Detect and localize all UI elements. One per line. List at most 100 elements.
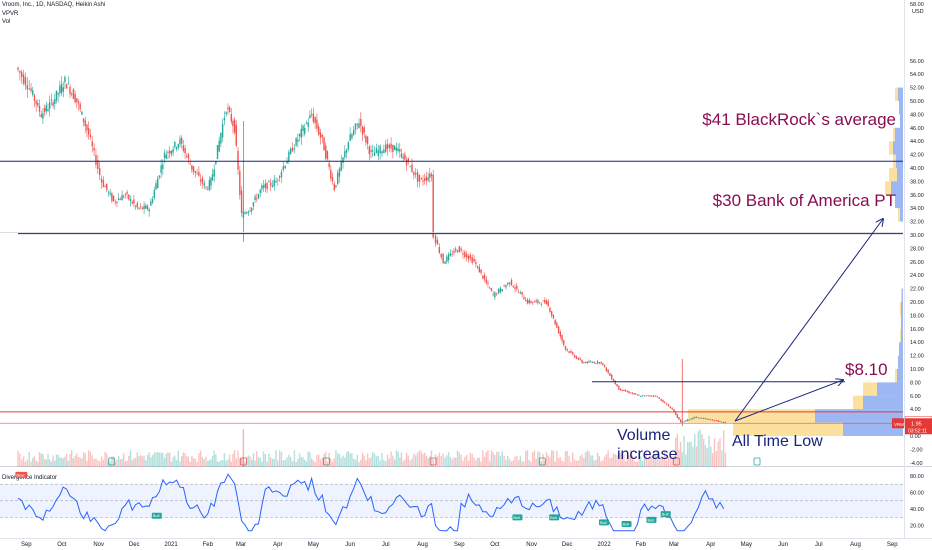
candle-body: [724, 422, 727, 423]
volume-bar: [640, 456, 642, 467]
candle-body: [158, 175, 161, 178]
candle-body: [126, 192, 128, 194]
candle-body: [321, 134, 323, 138]
vpvr-bar-up: [733, 422, 843, 436]
candle-body: [189, 163, 191, 165]
candle-body: [385, 144, 387, 152]
candle-body: [35, 100, 37, 105]
volume-bar: [532, 452, 534, 467]
volume-bar: [186, 456, 188, 467]
volume-bar: [566, 450, 568, 467]
price-tick-label: 26.00: [910, 260, 924, 266]
volume-bar: [494, 454, 496, 467]
vpvr-label[interactable]: VPVR: [2, 11, 19, 17]
vpvr-bar-up: [885, 181, 891, 195]
price-tick-label: 50.00: [910, 99, 924, 105]
vpvr-bar-up: [893, 127, 895, 142]
price-tick-label: 34.00: [910, 206, 924, 212]
volume-bar: [126, 460, 128, 467]
candle-body: [526, 299, 529, 304]
annotation-atl: All Time Low: [732, 433, 823, 450]
volume-bar: [469, 453, 472, 467]
volume-bar: [514, 456, 516, 467]
volume-bar: [312, 460, 315, 467]
candle-body: [344, 151, 346, 158]
candle-body: [640, 396, 642, 397]
volume-bar: [170, 461, 173, 467]
candle-body: [244, 212, 246, 214]
volume-bar: [616, 455, 618, 467]
volume-bar: [300, 457, 302, 467]
volume-label[interactable]: Vol: [2, 19, 11, 25]
volume-bar: [102, 459, 105, 467]
symbol-badge-text: VRM: [894, 422, 904, 427]
candle-body: [237, 150, 239, 170]
volume-bar: [203, 459, 205, 467]
candle-body: [264, 183, 267, 189]
candle-body: [246, 212, 248, 214]
candle-body: [629, 392, 632, 394]
volume-bar: [338, 453, 341, 467]
divergence-badge-text: Bull: [647, 517, 654, 522]
volume-bar: [386, 454, 389, 467]
candle-body: [220, 133, 222, 144]
time-tick-label: Mar: [669, 542, 679, 548]
annotation-blackrock: $41 BlackRock`s average: [702, 110, 896, 129]
volume-bar: [628, 454, 630, 467]
volume-bar: [344, 457, 346, 467]
price-tick-label: 28.00: [910, 246, 924, 252]
candle-body: [685, 420, 687, 422]
candle-body: [43, 108, 46, 113]
candle-body: [86, 124, 88, 131]
volume-bar: [100, 456, 103, 467]
candle-body: [420, 178, 423, 180]
candle-body: [87, 128, 90, 135]
time-tick-label: Jun: [778, 542, 788, 548]
candle-body: [402, 156, 404, 159]
volume-bar: [614, 454, 616, 467]
volume-bar: [262, 451, 265, 467]
divergence-badge-text: Bull: [623, 522, 630, 527]
rsi-indicator-label: Divergence Indicator: [2, 475, 57, 481]
candle-body: [316, 119, 318, 129]
vpvr-bar-up: [900, 328, 901, 343]
volume-bar: [210, 459, 212, 467]
candle-body: [671, 407, 673, 410]
candle-body: [157, 178, 159, 189]
volume-bar: [208, 460, 211, 467]
candle-body: [338, 168, 341, 177]
candle-body: [519, 292, 522, 294]
volume-bar: [544, 460, 546, 467]
candle-body: [590, 361, 592, 363]
volume-bar: [676, 433, 679, 467]
volume-bar: [686, 442, 689, 467]
candle-body: [356, 123, 358, 125]
candle-body: [390, 143, 392, 149]
candle-body: [40, 114, 42, 118]
price-tick-label: 44.00: [910, 139, 924, 145]
volume-bar: [381, 452, 383, 467]
time-tick-label: May: [308, 542, 319, 548]
rsi-tick-label: 40.00: [910, 507, 924, 513]
volume-bar: [215, 454, 217, 467]
volume-bar: [397, 451, 399, 467]
candle-body: [79, 103, 81, 110]
volume-bar: [405, 452, 408, 467]
candle-body: [540, 303, 543, 305]
candle-body: [148, 209, 150, 212]
volume-bar: [62, 458, 64, 467]
candle-body: [692, 417, 694, 419]
volume-bar: [407, 455, 409, 467]
volume-bar: [67, 461, 70, 467]
candle-body: [405, 160, 408, 166]
candle-body: [371, 150, 374, 152]
candle-body: [211, 174, 214, 181]
time-tick-label: Feb: [636, 542, 647, 548]
volume-bar: [552, 450, 555, 467]
candle-body: [409, 166, 411, 168]
volume-bar: [499, 456, 502, 467]
candle-body: [74, 93, 76, 103]
candle-body: [233, 119, 236, 133]
rsi-tick-label: 80.00: [910, 474, 924, 480]
